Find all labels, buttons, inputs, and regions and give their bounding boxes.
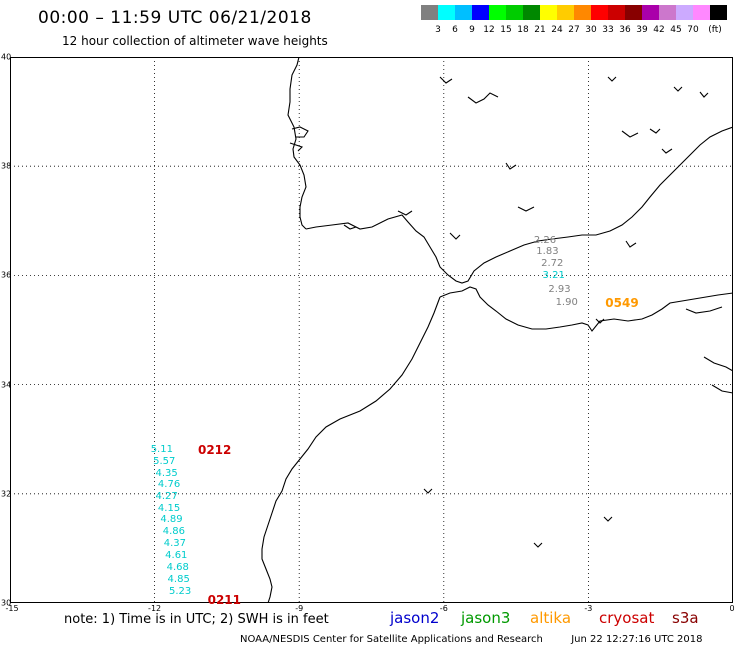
colorbar-label: 70 [687,25,699,35]
swh-value: 2.93 [548,283,571,295]
colorbar-cell [506,5,523,20]
colorbar-cell [693,5,710,20]
colorbar-label: 30 [585,25,597,35]
latitude-tick-label: 38 [1,161,12,171]
satellite-legend-jason2: jason2 [390,609,440,627]
swh-value: 4.35 [155,467,178,479]
swh-value: 4.76 [157,479,181,491]
latitude-tick-label: 36 [1,270,12,280]
coastline [261,56,734,604]
colorbar-label: 6 [452,25,458,35]
colorbar-label: 27 [568,25,580,35]
colorbar-cell [523,5,540,20]
colorbar-cell [625,5,642,20]
satellite-legend-cryosat: cryosat [599,609,655,627]
colorbar-cell [574,5,591,20]
latitude-tick-label: 34 [1,380,12,390]
swh-value: 4.68 [166,562,189,574]
colorbar-cell [659,5,676,20]
colorbar-label: 18 [517,25,529,35]
pass-time-label: 0212 [197,443,232,458]
colorbar-label: 24 [551,25,563,35]
swh-value: 4.89 [160,514,183,525]
swh-value: 5.57 [153,456,176,468]
swh-value: 1.83 [536,246,559,258]
swh-value: 2.26 [533,235,557,246]
colorbar-cell [472,5,489,20]
units-note: note: 1) Time is in UTC; 2) SWH is in fe… [64,612,329,627]
colorbar-cell [455,5,472,20]
swh-value: 5.23 [169,586,192,598]
longitude-tick-label: -6 [439,604,448,613]
satellite-legend-altika: altika [530,609,572,627]
satellite-legend-jason3: jason3 [461,609,511,627]
colorbar-cell [540,5,557,20]
longitude-tick-label: -9 [295,604,304,613]
colorbar-label: 36 [619,25,631,35]
colorbar-cell [608,5,625,20]
credit-line: NOAA/NESDIS Center for Satellite Applica… [240,634,702,645]
colorbar-cell [591,5,608,20]
swh-value: 2.72 [541,258,564,270]
colorbar-label: 42 [653,25,665,35]
colorbar-cell [676,5,693,20]
colorbar-cell [438,5,455,20]
swh-value: 4.37 [163,538,186,550]
credit-org: NOAA/NESDIS Center for Satellite Applica… [240,634,543,645]
colorbar-cell [489,5,506,20]
swh-value: 4.27 [155,490,178,502]
colorbar-label: 9 [469,25,475,35]
satellite-legend-s3a: s3a [672,609,699,627]
colorbar-label: 3 [435,25,441,35]
colorbar-label: 12 [483,25,495,35]
swh-value: 4.15 [157,502,181,514]
swh-value: 4.61 [165,550,188,562]
colorbar-cell [421,5,438,20]
swh-value: 1.90 [555,296,578,308]
map-subtitle: 12 hour collection of altimeter wave hei… [62,34,328,48]
colorbar-cell [710,5,727,20]
longitude-tick-label: -15 [5,604,19,613]
longitude-tick-label: 0 [729,604,735,613]
generated-timestamp: Jun 22 12:27:16 UTC 2018 [571,634,703,645]
swh-value: 5.11 [150,444,173,456]
pass-time-label: 0549 [605,295,639,310]
colorbar-label: 33 [602,25,614,35]
latitude-tick-label: 30 [1,598,12,608]
map-canvas [10,56,734,604]
colorbar-cell [557,5,574,20]
swh-value: 4.86 [162,526,186,538]
graticule [10,57,733,603]
colorbar-label: 45 [670,25,682,35]
colorbar-label: 21 [534,25,546,35]
map-border [10,57,733,603]
map-frame [10,56,734,604]
longitude-tick-label: -12 [148,604,162,613]
swh-value: 3.21 [542,270,565,282]
latitude-tick-label: 40 [1,52,12,62]
map-title: 00:00 – 11:59 UTC 06/21/2018 [38,8,312,28]
latitude-tick-label: 32 [1,489,12,499]
longitude-tick-label: -3 [584,604,593,613]
pass-time-label: 0211 [207,593,242,608]
swh-value: 4.85 [167,574,190,586]
colorbar-cell [642,5,659,20]
colorbar-label: 15 [500,25,512,35]
colorbar-label: 39 [636,25,648,35]
colorbar-unit: (ft) [708,25,722,35]
